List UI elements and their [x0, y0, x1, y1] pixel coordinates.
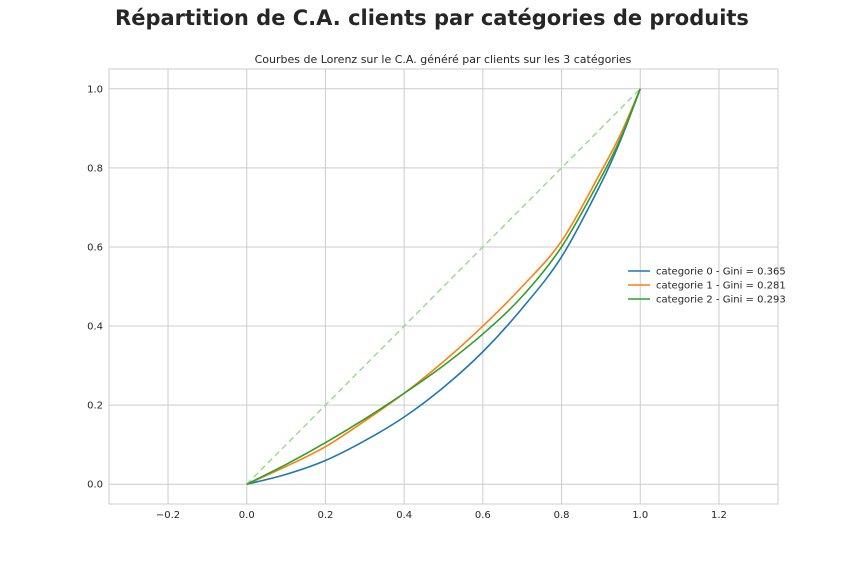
chart-title: Courbes de Lorenz sur le C.A. généré par…	[255, 53, 632, 66]
x-tick-label: 0.0	[239, 510, 255, 521]
legend-label: categorie 0 - Gini = 0.365	[656, 267, 786, 278]
legend-label: categorie 2 - Gini = 0.293	[656, 295, 786, 306]
x-tick-label: 0.6	[475, 510, 491, 521]
figure-title: Répartition de C.A. clients par catégori…	[115, 6, 749, 30]
x-tick-label: 0.8	[554, 510, 570, 521]
x-tick-label: −0.2	[156, 510, 180, 521]
x-tick-label: 1.0	[632, 510, 648, 521]
series-line-categorie-1	[246, 88, 641, 485]
legend-label: categorie 1 - Gini = 0.281	[656, 281, 786, 292]
equality-diagonal-line	[246, 88, 641, 485]
y-tick-label: 0.0	[87, 480, 103, 491]
y-tick-label: 0.4	[87, 322, 103, 333]
series-line-categorie-2	[246, 88, 642, 485]
y-tick-label: 0.8	[87, 163, 103, 174]
y-tick-label: 0.6	[87, 242, 103, 253]
x-tick-label: 1.2	[711, 510, 727, 521]
x-tick-label: 0.2	[317, 510, 333, 521]
y-tick-label: 1.0	[87, 84, 103, 95]
y-tick-label: 0.2	[87, 401, 103, 412]
series-line-categorie-0	[246, 88, 642, 486]
x-tick-label: 0.4	[396, 510, 412, 521]
plot-frame	[108, 68, 779, 505]
